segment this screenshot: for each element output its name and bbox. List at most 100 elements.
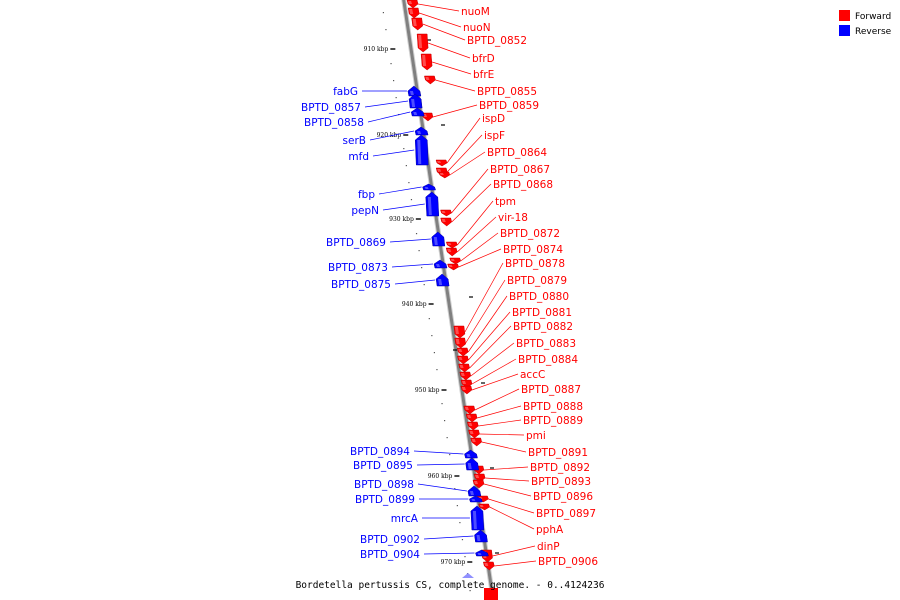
gene-BPTD_0895[interactable] bbox=[465, 457, 479, 471]
gene-label[interactable]: tpm bbox=[495, 196, 516, 208]
reverse-gene-arrow[interactable] bbox=[425, 191, 440, 217]
gene-label[interactable]: nuoM bbox=[461, 6, 490, 18]
gene-label[interactable]: BPTD_0902 bbox=[360, 534, 420, 546]
gene-label[interactable]: BPTD_0874 bbox=[503, 244, 563, 256]
gene-label[interactable]: BPTD_0868 bbox=[493, 179, 553, 191]
gene-label[interactable]: pepN bbox=[351, 205, 379, 217]
gene-BPTD_0873[interactable] bbox=[433, 259, 448, 269]
gene-accC[interactable] bbox=[460, 385, 473, 395]
gene-label[interactable]: BPTD_0859 bbox=[479, 100, 539, 112]
gene-pepN[interactable] bbox=[425, 191, 440, 217]
gene-BPTD_0869[interactable] bbox=[431, 231, 446, 247]
gene-BPTD_0882[interactable] bbox=[458, 363, 470, 373]
reverse-gene-arrow[interactable] bbox=[465, 457, 479, 471]
gene-BPTD_0888[interactable] bbox=[465, 413, 478, 423]
gene-label[interactable]: accC bbox=[520, 369, 545, 381]
reverse-gene-arrow[interactable] bbox=[431, 231, 446, 247]
gene-BPTD_0872[interactable] bbox=[449, 257, 462, 265]
reverse-gene-arrow[interactable] bbox=[414, 134, 429, 166]
gene-label[interactable]: BPTD_0896 bbox=[533, 491, 593, 503]
gene-label[interactable]: BPTD_0884 bbox=[518, 354, 578, 366]
gene-BPTD_0857[interactable] bbox=[408, 93, 423, 109]
gene-BPTD_0891[interactable] bbox=[470, 437, 482, 447]
reverse-gene-arrow[interactable] bbox=[464, 449, 478, 459]
gene-pmi[interactable] bbox=[468, 429, 480, 439]
gene-label[interactable]: mrcA bbox=[391, 513, 419, 525]
gene-label[interactable]: BPTD_0875 bbox=[331, 279, 391, 291]
gene-label[interactable]: BPTD_0891 bbox=[528, 447, 588, 459]
gene-BPTD_0881[interactable] bbox=[457, 355, 469, 365]
gene-label[interactable]: BPTD_0898 bbox=[354, 479, 414, 491]
gene-BPTD_0868[interactable] bbox=[440, 217, 452, 227]
gene-label[interactable]: BPTD_0858 bbox=[304, 117, 364, 129]
gene-mfd[interactable] bbox=[414, 134, 429, 166]
gene-label[interactable]: BPTD_0855 bbox=[477, 86, 537, 98]
gene-nuoM[interactable] bbox=[406, 0, 419, 9]
forward-gene-arrow[interactable] bbox=[447, 263, 459, 271]
gene-label[interactable]: fbp bbox=[358, 189, 375, 201]
gene-ispD[interactable] bbox=[435, 159, 448, 167]
gene-label[interactable]: pmi bbox=[526, 430, 546, 442]
forward-gene-arrow[interactable] bbox=[438, 171, 451, 179]
gene-nuoN[interactable] bbox=[407, 7, 420, 19]
gene-serB[interactable] bbox=[414, 126, 429, 136]
gene-label[interactable]: BPTD_0883 bbox=[516, 338, 576, 350]
gene-label[interactable]: BPTD_0895 bbox=[353, 460, 413, 472]
gene-label[interactable]: BPTD_0906 bbox=[538, 556, 598, 568]
gene-BPTD_0855[interactable] bbox=[424, 75, 436, 85]
gene-BPTD_0887[interactable] bbox=[463, 405, 476, 415]
gene-label[interactable]: BPTD_0897 bbox=[536, 508, 596, 520]
gene-bfrE[interactable] bbox=[420, 53, 433, 71]
gene-label[interactable]: BPTD_0893 bbox=[531, 476, 591, 488]
gene-BPTD_0883[interactable] bbox=[459, 371, 472, 381]
gene-BPTD_0879[interactable] bbox=[454, 337, 466, 349]
gene-bfrD[interactable] bbox=[416, 33, 429, 53]
gene-BPTD_0906[interactable] bbox=[482, 561, 495, 571]
gene-BPTD_0902[interactable] bbox=[474, 529, 488, 543]
gene-label[interactable]: BPTD_0867 bbox=[490, 164, 550, 176]
gene-label[interactable]: BPTD_0873 bbox=[328, 262, 388, 274]
gene-label[interactable]: BPTD_0880 bbox=[509, 291, 569, 303]
forward-gene-arrow[interactable] bbox=[440, 209, 452, 217]
gene-label[interactable]: bfrE bbox=[473, 69, 494, 81]
gene-label[interactable]: BPTD_0872 bbox=[500, 228, 560, 240]
gene-label[interactable]: ispF bbox=[484, 130, 505, 142]
gene-BPTD_0858[interactable] bbox=[410, 107, 425, 117]
gene-label[interactable]: BPTD_0887 bbox=[521, 384, 581, 396]
gene-fbp[interactable] bbox=[422, 183, 436, 191]
gene-label[interactable]: serB bbox=[343, 135, 366, 147]
gene-label[interactable]: bfrD bbox=[472, 53, 495, 65]
gene-label[interactable]: BPTD_0852 bbox=[467, 35, 527, 47]
gene-label[interactable]: BPTD_0899 bbox=[355, 494, 415, 506]
gene-label[interactable]: BPTD_0869 bbox=[326, 237, 386, 249]
gene-label[interactable]: BPTD_0857 bbox=[301, 102, 361, 114]
gene-BPTD_0880[interactable] bbox=[456, 347, 469, 357]
gene-BPTD_0867[interactable] bbox=[440, 209, 452, 217]
gene-label[interactable]: pphA bbox=[536, 524, 564, 536]
gene-BPTD_0894[interactable] bbox=[464, 449, 478, 459]
gene-vir-18[interactable] bbox=[445, 247, 458, 257]
gene-label[interactable]: BPTD_0888 bbox=[523, 401, 583, 413]
gene-BPTD_0898[interactable] bbox=[467, 485, 482, 497]
forward-gene-arrow[interactable] bbox=[449, 257, 462, 265]
gene-label[interactable]: BPTD_0889 bbox=[523, 415, 583, 427]
gene-BPTD_0904[interactable] bbox=[475, 549, 489, 557]
gene-label[interactable]: dinP bbox=[537, 541, 560, 553]
gene-label[interactable]: BPTD_0878 bbox=[505, 258, 565, 270]
gene-label[interactable]: BPTD_0892 bbox=[530, 462, 590, 474]
gene-label[interactable]: BPTD_0881 bbox=[512, 307, 572, 319]
gene-BPTD_0852[interactable] bbox=[411, 17, 423, 31]
forward-gene-arrow[interactable] bbox=[445, 241, 458, 249]
gene-label[interactable]: nuoN bbox=[463, 22, 491, 34]
gene-label[interactable]: ispD bbox=[482, 113, 505, 125]
gene-label[interactable]: mfd bbox=[348, 151, 369, 163]
gene-BPTD_0899[interactable] bbox=[469, 495, 483, 503]
gene-pphA[interactable] bbox=[478, 503, 490, 511]
gene-label[interactable]: BPTD_0894 bbox=[350, 446, 410, 458]
gene-BPTD_0875[interactable] bbox=[435, 273, 450, 287]
gene-label[interactable]: BPTD_0864 bbox=[487, 147, 547, 159]
gene-mrcA[interactable] bbox=[470, 505, 485, 531]
gene-tpm[interactable] bbox=[445, 241, 458, 249]
reverse-gene-arrow[interactable] bbox=[414, 126, 429, 136]
gene-label[interactable]: fabG bbox=[333, 86, 358, 98]
